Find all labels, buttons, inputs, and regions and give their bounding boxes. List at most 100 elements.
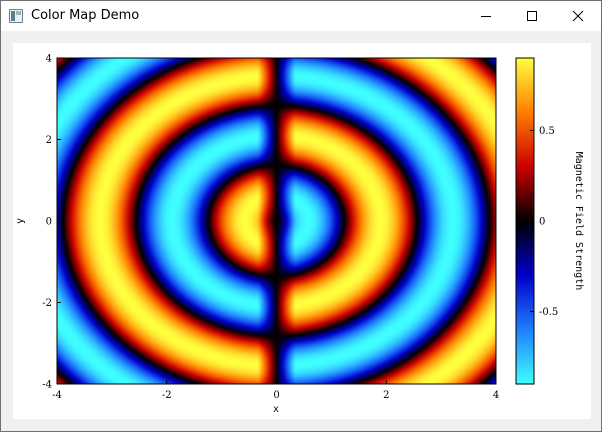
window-title: Color Map Demo [31, 8, 140, 23]
colorbar-segment [516, 74, 534, 79]
colorbar-segment [516, 292, 534, 297]
colorbar-segment [516, 295, 534, 300]
y-tick-label: -4 [42, 380, 52, 391]
heatmap-image [57, 58, 496, 384]
colorbar-segment [516, 312, 534, 317]
close-icon [572, 10, 584, 22]
colorbar-segment [516, 250, 534, 255]
colorbar-segment [516, 224, 534, 229]
colorbar-segment [516, 152, 534, 157]
colorbar-axis: 0.5 0 -0.5 [530, 126, 558, 318]
colorbar-segment [516, 266, 534, 271]
colorbar-segment [516, 80, 534, 85]
colorbar-segment [516, 380, 534, 385]
y-tick-label: 2 [46, 135, 52, 146]
colorbar-segment [516, 185, 534, 189]
colorbar-segment [516, 175, 534, 180]
minimize-icon [481, 16, 491, 17]
colorbar-segment [516, 370, 534, 375]
x-axis-label: x [273, 404, 279, 415]
colorbar-segment [516, 207, 534, 212]
colorbar-segment [516, 325, 534, 330]
colorbar-segment [516, 279, 534, 284]
colorbar-segment [516, 100, 534, 105]
title-bar[interactable]: Color Map Demo [1, 1, 601, 31]
x-tick-label: -4 [52, 390, 62, 401]
colorbar-segment [516, 97, 534, 101]
colorbar-segment [516, 338, 534, 343]
colorbar-segment [516, 364, 534, 369]
colorbar-segment [516, 299, 534, 304]
color-map-plot[interactable]: -4 -2 0 2 4 -4 -2 0 2 4 x y 0.5 0 -0.5 Magnetic Fi… [13, 43, 591, 419]
colorbar-segment [516, 113, 534, 118]
colorbar-segment [516, 286, 534, 291]
colorbar-segment [516, 172, 534, 176]
y-axis: -4 -2 0 2 4 [42, 54, 61, 391]
colorbar-segment [516, 106, 534, 111]
y-tick-label: 0 [46, 217, 52, 228]
colorbar-segment [516, 110, 534, 115]
colorbar-segment [516, 305, 534, 310]
colorbar-segment [516, 256, 534, 261]
colorbar-segment [516, 162, 534, 167]
colorbar-segment [516, 273, 534, 278]
colorbar-segment [516, 103, 534, 108]
maximize-icon [527, 11, 537, 21]
colorbar-segment [516, 367, 534, 372]
colorbar-segment [516, 348, 534, 352]
colorbar-segment [516, 84, 534, 88]
colorbar-segment [516, 77, 534, 82]
colorbar-segment [516, 159, 534, 163]
colorbar-segment [516, 119, 534, 124]
colorbar-segment [516, 354, 534, 359]
colorbar-segment [516, 357, 534, 362]
colorbar-segment [516, 191, 534, 196]
colorbar-segment [516, 335, 534, 339]
colorbar-segment [516, 201, 534, 206]
colorbar-segment [516, 309, 534, 313]
close-button[interactable] [555, 1, 601, 31]
colorbar-segment [516, 198, 534, 203]
colorbar-segment [516, 227, 534, 232]
colorbar-segment [516, 263, 534, 268]
colorbar-segment [516, 344, 534, 349]
colorbar-segment [516, 181, 534, 186]
colorbar-segment [516, 132, 534, 137]
colorbar-segment [516, 136, 534, 141]
minimize-button[interactable] [463, 1, 509, 31]
colorbar-segment [516, 178, 534, 183]
colorbar-segment [516, 253, 534, 258]
colorbar-segment [516, 221, 534, 225]
colorbar-tick-label: -0.5 [539, 307, 558, 318]
colorbar-segment [516, 139, 534, 144]
colorbar-segment [516, 214, 534, 219]
colorbar-segment [516, 331, 534, 336]
colorbar-segment [516, 87, 534, 92]
colorbar-segment [516, 217, 534, 222]
x-tick-label: 4 [493, 390, 499, 401]
colorbar-segment [516, 90, 534, 95]
colorbar-segment [516, 230, 534, 235]
maximize-button[interactable] [509, 1, 555, 31]
colorbar-segment [516, 155, 534, 160]
colorbar-label: Magnetic Field Strength [573, 152, 584, 290]
colorbar-segment [516, 149, 534, 154]
colorbar-segment [516, 126, 534, 131]
colorbar-segment [516, 58, 534, 62]
colorbar-segment [516, 328, 534, 333]
y-tick-label: 4 [46, 54, 52, 65]
colorbar-segment [516, 351, 534, 356]
colorbar-segment [516, 123, 534, 128]
colorbar-segment [516, 194, 534, 199]
heatmap-cells [57, 58, 496, 384]
y-tick-label: -2 [42, 298, 52, 309]
colorbar-segment [516, 247, 534, 251]
colorbar-segment [516, 116, 534, 121]
colorbar-segment [516, 234, 534, 238]
colorbar-segment [516, 67, 534, 72]
colorbar-segment [516, 64, 534, 69]
colorbar-tick-label: 0.5 [539, 126, 555, 137]
colorbar-segment [516, 374, 534, 379]
colorbar-segment [516, 211, 534, 216]
colorbar-segment [516, 61, 534, 66]
